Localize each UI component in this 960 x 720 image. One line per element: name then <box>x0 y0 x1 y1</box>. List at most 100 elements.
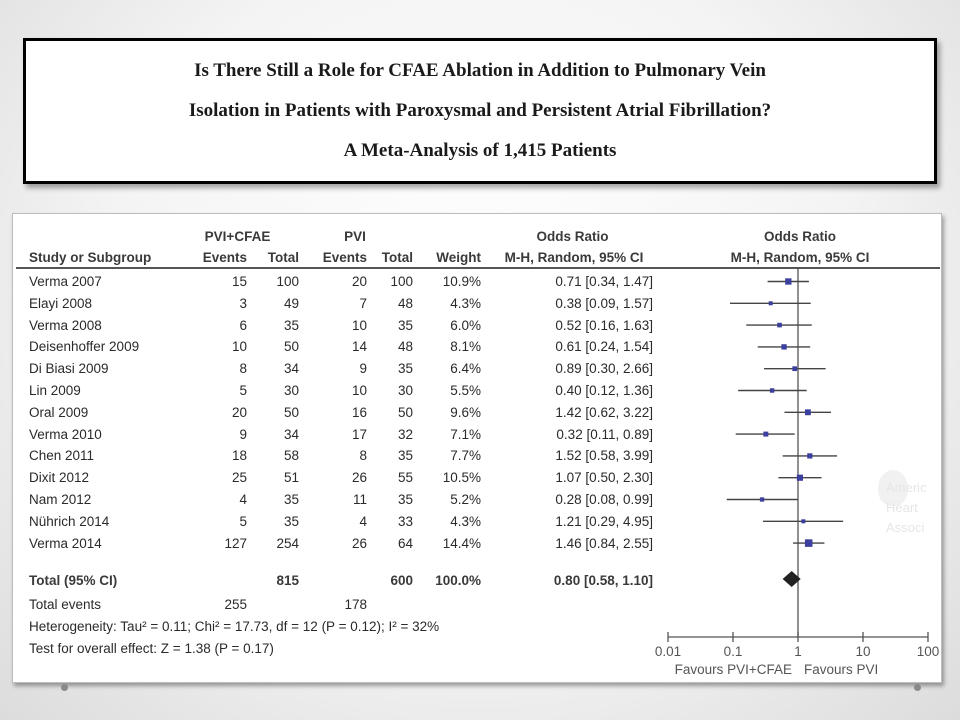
total-ci-text: 0.80 [0.58, 1.10] <box>553 573 653 588</box>
cell-ctrl-events: 11 <box>352 492 367 507</box>
total-events-exp: 255 <box>224 597 247 612</box>
col-header-ctrl-total: Total <box>381 250 413 265</box>
cell-study: Nam 2012 <box>29 492 92 507</box>
cell-ctrl-total: 35 <box>397 317 413 333</box>
cell-exp-events: 8 <box>239 361 247 377</box>
cell-ctrl-total: 35 <box>397 448 413 464</box>
cell-study: Di Biasi 2009 <box>29 361 109 377</box>
cell-exp-total: 34 <box>283 361 299 377</box>
col-header-exp-events: Events <box>202 250 247 265</box>
cell-exp-total: 50 <box>283 339 299 355</box>
cell-ctrl-events: 26 <box>351 535 367 551</box>
cell-exp-events: 9 <box>239 426 247 442</box>
cell-exp-events: 6 <box>239 317 247 333</box>
cell-study: Verma 2014 <box>29 535 102 551</box>
forest-plot-panel <box>12 213 942 683</box>
cell-exp-total: 58 <box>283 448 299 464</box>
cell-study: Verma 2010 <box>29 426 102 442</box>
cell-weight: 10.5% <box>442 470 481 486</box>
cell-study: Nührich 2014 <box>29 513 110 529</box>
slide-dot-right <box>914 684 921 691</box>
cell-ctrl-total: 55 <box>397 470 413 486</box>
cell-exp-total: 35 <box>283 513 299 529</box>
cell-exp-total: 254 <box>276 535 299 551</box>
total-weight: 100.0% <box>435 573 481 588</box>
cell-ci-text: 0.40 [0.12, 1.36] <box>555 383 653 398</box>
cell-ctrl-total: 35 <box>397 361 413 377</box>
cell-ctrl-events: 17 <box>351 426 367 442</box>
group-header-pvi: PVI <box>344 229 366 244</box>
title-line-2: Isolation in Patients with Paroxysmal an… <box>188 100 772 121</box>
cell-ctrl-total: 48 <box>397 339 413 355</box>
cell-ctrl-events: 8 <box>359 448 367 464</box>
cell-exp-total: 51 <box>283 470 299 486</box>
cell-ctrl-events: 9 <box>359 361 367 377</box>
cell-exp-total: 34 <box>283 426 299 442</box>
cell-ctrl-events: 10 <box>351 317 367 333</box>
total-ctrl-total: 600 <box>390 573 413 588</box>
title-line-3: A Meta-Analysis of 1,415 Patients <box>343 140 617 161</box>
total-exp-total: 815 <box>276 573 299 588</box>
cell-weight: 6.4% <box>450 361 481 377</box>
cell-ctrl-events: 7 <box>359 295 367 311</box>
slide-dot-left <box>61 684 68 691</box>
cell-exp-total: 100 <box>276 274 299 289</box>
cell-weight: 6.0% <box>450 317 481 333</box>
cell-weight: 9.6% <box>450 404 481 420</box>
total-events-label: Total events <box>29 597 102 612</box>
cell-exp-events: 3 <box>239 295 247 311</box>
cell-weight: 8.1% <box>450 339 481 355</box>
cell-weight: 10.9% <box>442 274 481 289</box>
cell-weight: 14.4% <box>442 535 481 551</box>
group-header-or-plot: Odds Ratio <box>763 229 836 244</box>
cell-study: Verma 2007 <box>29 274 102 289</box>
cell-study: Verma 2008 <box>29 317 102 333</box>
cell-ci-text: 0.38 [0.09, 1.57] <box>555 295 653 311</box>
cell-study: Oral 2009 <box>29 404 89 420</box>
cell-ci-text: 1.46 [0.84, 2.55] <box>555 535 653 551</box>
aha-logo-watermark: Americ Heart Associ <box>886 478 936 538</box>
cell-study: Deisenhoffer 2009 <box>29 339 140 355</box>
header-rule <box>16 267 940 269</box>
cell-exp-total: 50 <box>283 404 299 420</box>
col-header-or-text: M-H, Random, 95% CI <box>504 250 644 265</box>
cell-ctrl-total: 64 <box>397 535 413 551</box>
cell-weight: 5.5% <box>450 383 481 398</box>
cell-ci-text: 0.52 [0.16, 1.63] <box>555 317 653 333</box>
cell-ctrl-total: 35 <box>397 492 413 507</box>
col-header-ctrl-events: Events <box>322 250 367 265</box>
col-header-exp-total: Total <box>267 250 299 265</box>
cell-ctrl-events: 16 <box>351 404 367 420</box>
cell-weight: 4.3% <box>450 295 481 311</box>
cell-ctrl-total: 48 <box>397 295 413 311</box>
cell-exp-events: 25 <box>231 470 247 486</box>
cell-weight: 4.3% <box>450 513 481 529</box>
col-header-or-plot: M-H, Random, 95% CI <box>730 250 870 265</box>
cell-ci-text: 0.89 [0.30, 2.66] <box>555 361 653 377</box>
group-header-pvi-cfae: PVI+CFAE <box>204 229 271 244</box>
group-header-or-text: Odds Ratio <box>536 229 609 244</box>
cell-ci-text: 0.32 [0.11, 0.89] <box>556 426 653 442</box>
cell-study: Lin 2009 <box>29 383 81 398</box>
cell-exp-events: 5 <box>239 383 247 398</box>
cell-ctrl-total: 32 <box>397 426 413 442</box>
cell-ctrl-total: 33 <box>397 513 413 529</box>
cell-exp-total: 35 <box>283 317 299 333</box>
cell-ci-text: 0.28 [0.08, 0.99] <box>555 492 653 507</box>
title-line-1: Is There Still a Role for CFAE Ablation … <box>194 60 766 81</box>
cell-exp-events: 4 <box>239 492 247 507</box>
aha-logo-line-1: Americ <box>886 480 927 495</box>
cell-exp-total: 35 <box>283 492 299 507</box>
aha-logo-line-2: Heart <box>886 500 918 515</box>
overall-effect-text: Test for overall effect: Z = 1.38 (P = 0… <box>29 641 274 656</box>
cell-exp-total: 30 <box>283 383 299 398</box>
cell-study: Elayi 2008 <box>29 295 93 311</box>
cell-ctrl-events: 20 <box>351 274 367 289</box>
cell-exp-total: 49 <box>283 295 299 311</box>
cell-ctrl-total: 100 <box>390 274 413 289</box>
cell-exp-events: 5 <box>239 513 247 529</box>
cell-exp-events: 20 <box>231 404 247 420</box>
cell-study: Chen 2011 <box>29 448 95 464</box>
total-events-ctrl: 178 <box>344 597 367 612</box>
aha-logo-line-3: Associ <box>886 520 925 535</box>
